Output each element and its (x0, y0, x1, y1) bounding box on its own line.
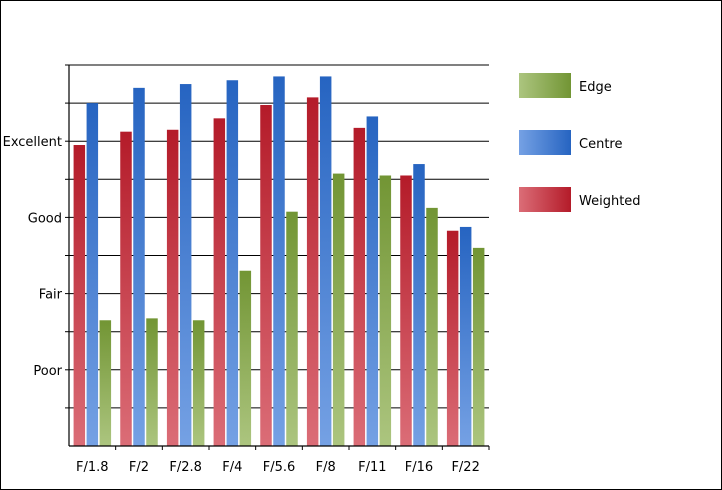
x-tick-label-f-2-8: F/2.8 (169, 460, 202, 475)
bar-weighted-f-2-8 (166, 129, 179, 446)
y-tick-label-fair: Fair (39, 288, 63, 303)
x-tick-label-f-2: F/2 (129, 460, 149, 475)
x-tick-label-f-4: F/4 (222, 460, 242, 475)
legend-swatch-edge (519, 73, 571, 98)
bar-centre-f-2 (133, 87, 145, 447)
bar-edge-f-11 (379, 175, 392, 447)
bar-weighted-f-22 (446, 230, 459, 446)
bar-weighted-f-1-8 (73, 145, 86, 446)
bar-weighted-f-2 (120, 131, 132, 447)
x-tick-label-f-1-8: F/1.8 (76, 460, 109, 475)
bar-edge-f-5-6 (286, 211, 298, 446)
bar-edge-f-2 (146, 318, 158, 446)
y-tick-label-good: Good (28, 211, 62, 226)
bar-weighted-f-5-6 (260, 105, 272, 446)
x-tick-label-f-5-6: F/5.6 (263, 460, 296, 475)
bar-centre-f-22 (459, 226, 472, 446)
legend-swatch-weighted (519, 187, 571, 212)
bar-centre-f-5-6 (273, 76, 285, 447)
bar-centre-f-11 (366, 116, 379, 446)
bar-edge-f-1-8 (99, 320, 112, 446)
legend-swatch-centre (519, 130, 571, 155)
x-tick-labels: F/1.8 F/2 F/2.8 F/4 F/5.6 F/8 F/11 F/16 F/22 (76, 460, 480, 475)
bar-centre-f-2-8 (179, 84, 192, 447)
y-tick-label-excellent: Excellent (3, 135, 62, 150)
y-tick-label-poor: Poor (33, 364, 62, 379)
bar-centre-f-4 (226, 80, 239, 447)
bar-edge-f-22 (472, 247, 485, 446)
axes (65, 64, 489, 447)
legend-label-centre: Centre (579, 137, 622, 152)
bar-centre-f-16 (413, 164, 425, 446)
legend-label-weighted: Weighted (579, 194, 641, 209)
bar-weighted-f-4 (213, 118, 226, 446)
bar-centre-f-1-8 (86, 103, 99, 446)
x-tick-label-f-11: F/11 (358, 460, 386, 475)
x-tick-label-f-16: F/16 (405, 460, 433, 475)
y-tick-labels: Poor Fair Good Excellent (3, 135, 63, 379)
bar-weighted-f-8 (306, 97, 319, 446)
bar-centre-f-8 (319, 76, 332, 447)
legend-label-edge: Edge (579, 80, 612, 95)
bar-edge-f-16 (426, 207, 438, 446)
x-tick-label-f-22: F/22 (451, 460, 479, 475)
bar-edge-f-4 (239, 270, 252, 446)
bars (73, 76, 490, 450)
bar-weighted-f-16 (400, 175, 412, 447)
bar-edge-f-2-8 (192, 320, 205, 446)
x-tick-label-f-8: F/8 (316, 460, 336, 475)
bar-weighted-f-11 (353, 127, 366, 447)
bar-edge-f-8 (332, 173, 345, 446)
legend: Edge Centre Weighted (519, 73, 641, 212)
